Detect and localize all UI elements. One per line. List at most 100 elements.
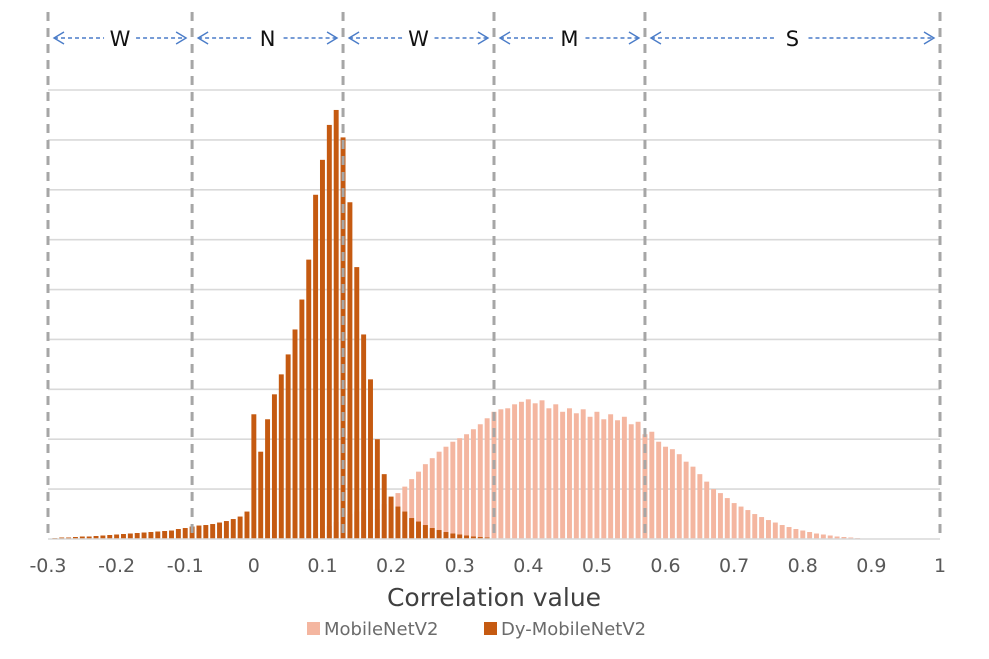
bar-dy-mobilenetv2-40 (326, 124, 332, 539)
bar-mobilenetv2-44 (601, 419, 607, 539)
bar-mobilenetv2-49 (635, 421, 641, 539)
bar-mobilenetv2-18 (422, 464, 428, 539)
bar-mobilenetv2-23 (457, 438, 463, 539)
bar-dy-mobilenetv2-59 (457, 534, 463, 539)
bar-dy-mobilenetv2-47 (374, 439, 380, 539)
bar-dy-mobilenetv2-16 (162, 531, 168, 539)
bar-mobilenetv2-63 (731, 503, 737, 539)
x-tick-label: 0.4 (513, 555, 543, 577)
bar-mobilenetv2-55 (676, 454, 682, 539)
bar-dy-mobilenetv2-11 (127, 533, 133, 539)
region-arrowhead (196, 31, 209, 45)
bar-dy-mobilenetv2-28 (244, 511, 250, 539)
bar-mobilenetv2-45 (608, 414, 614, 539)
x-tick-label: 0.2 (376, 555, 406, 577)
bar-mobilenetv2-40 (573, 413, 579, 539)
bar-mobilenetv2-20 (436, 451, 442, 539)
bar-mobilenetv2-43 (594, 411, 600, 539)
bar-mobilenetv2-65 (745, 510, 751, 539)
bar-mobilenetv2-41 (580, 409, 586, 539)
bar-dy-mobilenetv2-5 (86, 536, 92, 539)
bar-dy-mobilenetv2-25 (223, 521, 229, 539)
bar-dy-mobilenetv2-3 (72, 537, 78, 539)
bar-dy-mobilenetv2-33 (278, 374, 284, 539)
x-tick-label: 0.6 (650, 555, 680, 577)
x-axis: -0.3 -0.2 -0.1 0 0.1 0.2 0.3 0.4 0.5 0.6 0.7 0.8 0.9… (29, 538, 946, 577)
bar-mobilenetv2-67 (759, 517, 765, 539)
bar-mobilenetv2-69 (772, 522, 778, 539)
x-tick-label: -0.1 (167, 555, 204, 577)
bar-dy-mobilenetv2-19 (182, 528, 188, 539)
bar-mobilenetv2-62 (724, 498, 730, 539)
bar-mobilenetv2-57 (690, 466, 696, 539)
bar-dy-mobilenetv2-36 (299, 299, 305, 539)
region-label-1: N (260, 27, 276, 51)
bar-dy-mobilenetv2-32 (271, 394, 277, 539)
bar-dy-mobilenetv2-31 (265, 419, 271, 539)
bar-dy-mobilenetv2-39 (319, 159, 325, 539)
bar-mobilenetv2-37 (553, 404, 559, 539)
bar-dy-mobilenetv2-6 (93, 536, 99, 539)
bar-mobilenetv2-46 (615, 420, 620, 539)
bar-mobilenetv2-28 (491, 411, 497, 539)
bar-dy-mobilenetv2-34 (285, 354, 291, 539)
region-arrowhead (498, 31, 511, 45)
bar-mobilenetv2-78 (834, 536, 840, 539)
bar-dy-mobilenetv2-35 (292, 329, 298, 539)
bar-dy-mobilenetv2-38 (313, 194, 319, 539)
bar-dy-mobilenetv2-18 (175, 529, 181, 539)
bar-dy-mobilenetv2-29 (251, 414, 257, 539)
bar-dy-mobilenetv2-60 (464, 535, 470, 539)
x-tick-label: 0.7 (719, 555, 749, 577)
bar-mobilenetv2-38 (560, 411, 566, 539)
bar-mobilenetv2-42 (587, 416, 593, 539)
bar-dy-mobilenetv2-24 (217, 522, 223, 539)
bar-dy-mobilenetv2-22 (203, 525, 209, 539)
bar-mobilenetv2-30 (505, 408, 511, 539)
bar-mobilenetv2-50 (642, 434, 648, 539)
x-tick-label: 0.8 (788, 555, 818, 577)
bar-dy-mobilenetv2-23 (210, 524, 216, 539)
bar-mobilenetv2-70 (779, 525, 785, 539)
bar-mobilenetv2-64 (738, 506, 744, 539)
bar-mobilenetv2-72 (793, 529, 799, 539)
region-arrowhead (347, 31, 360, 45)
bar-dy-mobilenetv2-15 (155, 531, 161, 539)
x-tick-label: 0.1 (307, 555, 337, 577)
bar-dy-mobilenetv2-45 (361, 334, 367, 539)
bar-dy-mobilenetv2-13 (141, 532, 147, 539)
region-arrowhead (175, 31, 188, 45)
region-arrowhead (477, 31, 490, 45)
bar-mobilenetv2-77 (827, 535, 833, 539)
bar-dy-mobilenetv2-46 (368, 379, 373, 539)
bar-dy-mobilenetv2-61 (470, 536, 476, 539)
bar-dy-mobilenetv2-62 (477, 537, 483, 539)
bar-dy-mobilenetv2-26 (230, 519, 236, 539)
bar-dy-mobilenetv2-41 (333, 109, 339, 539)
bar-mobilenetv2-25 (470, 429, 476, 539)
legend-swatch-mobilenetv2 (307, 622, 320, 635)
legend-label-mobilenetv2: MobileNetV2 (324, 619, 438, 640)
bar-mobilenetv2-54 (669, 449, 675, 539)
region-label-4: S (786, 27, 799, 51)
x-tick-label: 1 (934, 555, 946, 577)
x-tick-label: 0.3 (445, 555, 475, 577)
bar-mobilenetv2-35 (539, 400, 545, 539)
bar-mobilenetv2-19 (429, 458, 435, 539)
bar-mobilenetv2-39 (567, 408, 572, 539)
bar-mobilenetv2-36 (546, 408, 552, 539)
bar-dy-mobilenetv2-53 (416, 521, 421, 539)
region-arrowhead (52, 31, 65, 45)
bar-mobilenetv2-76 (820, 534, 826, 539)
bar-mobilenetv2-32 (518, 401, 524, 539)
region-label-0: W (110, 27, 131, 51)
legend-swatch-dy-mobilenetv2 (484, 622, 497, 635)
legend-label-dy-mobilenetv2: Dy-MobileNetV2 (501, 619, 646, 640)
bar-mobilenetv2-59 (704, 481, 710, 539)
x-tick-label: -0.3 (29, 555, 66, 577)
bar-mobilenetv2-61 (717, 493, 723, 539)
bar-mobilenetv2-75 (814, 533, 819, 539)
bar-dy-mobilenetv2-8 (107, 535, 113, 539)
bar-mobilenetv2-24 (464, 434, 470, 539)
bar-dy-mobilenetv2-57 (443, 532, 449, 539)
